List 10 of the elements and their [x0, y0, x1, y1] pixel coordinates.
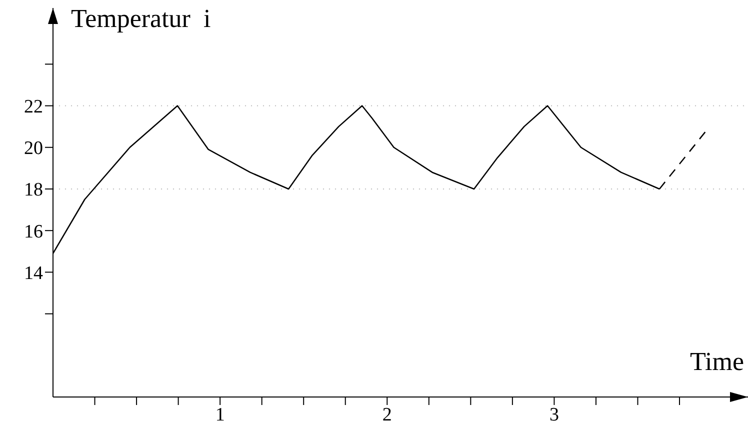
y-tick-label: 16 — [24, 221, 43, 242]
y-tick-label: 18 — [24, 180, 43, 201]
x-tick-label: 2 — [382, 404, 392, 426]
y-axis-title: Temperatur i — [71, 4, 211, 34]
y-tick-label: 20 — [24, 138, 43, 160]
x-tick-label: 3 — [549, 404, 559, 426]
y-tick-label: 14 — [24, 262, 44, 284]
y-tick-label: 22 — [24, 96, 43, 118]
x-tick-label: 1 — [215, 404, 225, 426]
x-axis-title: Time — [690, 347, 744, 377]
